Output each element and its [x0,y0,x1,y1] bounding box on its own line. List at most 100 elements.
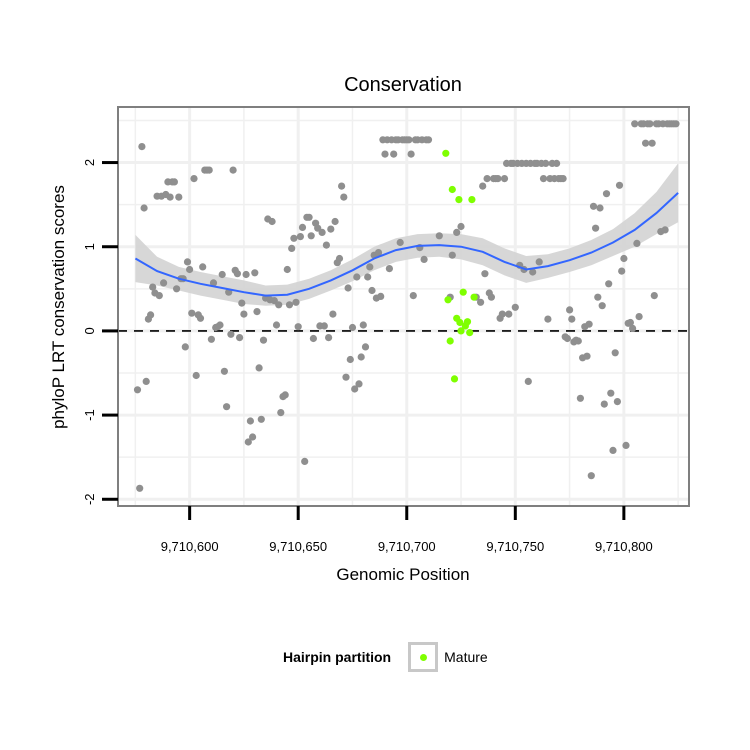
y-tick-label: -2 [82,493,97,505]
data-point [305,213,313,221]
mature-point [457,327,465,335]
data-point [396,238,404,247]
data-point [244,438,252,446]
data-point [249,433,257,441]
data-point [342,373,350,381]
data-point [285,301,294,309]
data-point [498,310,506,318]
data-point [292,298,300,306]
x-tick-label: 9,710,650 [269,539,327,554]
data-point [448,251,456,259]
data-point [218,270,226,279]
confidence-ribbon [135,163,679,306]
data-point [338,182,346,190]
data-point [635,313,643,321]
data-point [275,301,283,309]
data-point [613,398,622,406]
data-point [563,334,572,343]
data-point [477,298,485,306]
data-point [277,409,285,417]
data-point [281,391,289,399]
data-point [377,292,385,300]
data-point [585,320,593,328]
data-point [381,150,389,158]
data-point [629,324,637,332]
data-point [609,446,617,454]
data-point [190,175,198,183]
data-point [196,314,205,322]
data-point [259,336,268,344]
data-point [205,166,213,174]
data-point [607,389,615,397]
data-point [409,292,417,300]
chart-title: Conservation [344,74,462,96]
data-point [611,349,619,357]
data-point [246,417,254,425]
data-point [227,330,235,338]
data-point [587,472,595,480]
data-point [138,143,146,151]
data-point [574,337,582,345]
mature-point [470,293,478,301]
legend-title: Hairpin partition [283,649,392,665]
data-point [594,293,602,301]
data-point [183,258,192,266]
y-tick-label: 2 [82,159,97,166]
data-point [559,175,567,183]
data-point [199,263,207,271]
data-point [672,120,680,128]
data-point [435,232,443,240]
data-point [233,270,241,278]
smooth-line [134,192,679,297]
legend-key-mature [408,642,439,672]
data-point [553,159,561,167]
mature-points-layer [442,149,478,383]
plot-panel [118,107,689,506]
data-point [511,303,519,311]
data-point [175,193,183,201]
data-point [257,415,265,423]
legend-dot-mature [419,653,427,661]
data-point [309,334,317,343]
data-point [136,484,144,492]
data-point [483,175,491,183]
data-point [348,323,357,332]
mature-point [463,318,472,326]
data-point [220,367,228,375]
data-point [240,310,248,318]
data-point [188,309,196,317]
data-point [268,217,276,226]
data-point [390,150,398,158]
data-point [155,292,163,300]
data-point [648,139,656,147]
x-tick-label: 9,710,700 [378,539,436,554]
data-point [294,323,302,331]
data-point [296,233,304,241]
data-point [568,315,576,323]
data-point [592,224,600,232]
data-point [615,181,624,189]
data-point [307,232,315,240]
x-tick-label: 9,710,750 [486,539,544,554]
data-point [407,150,415,158]
data-point [236,334,244,342]
mature-point [448,185,456,194]
data-point [251,269,259,277]
data-point [479,182,487,190]
data-point [487,293,495,301]
mature-point [444,296,452,304]
data-point [596,204,604,212]
data-point [620,254,628,263]
data-point [320,322,328,330]
data-point [133,386,142,394]
x-tick-label: 9,710,600 [161,539,219,554]
data-point [500,175,509,183]
data-point [209,279,218,287]
data-point [142,377,150,385]
data-point [542,159,550,167]
data-point [166,193,174,201]
data-point [173,285,181,293]
data-point [290,234,298,242]
plot-border [117,106,690,507]
